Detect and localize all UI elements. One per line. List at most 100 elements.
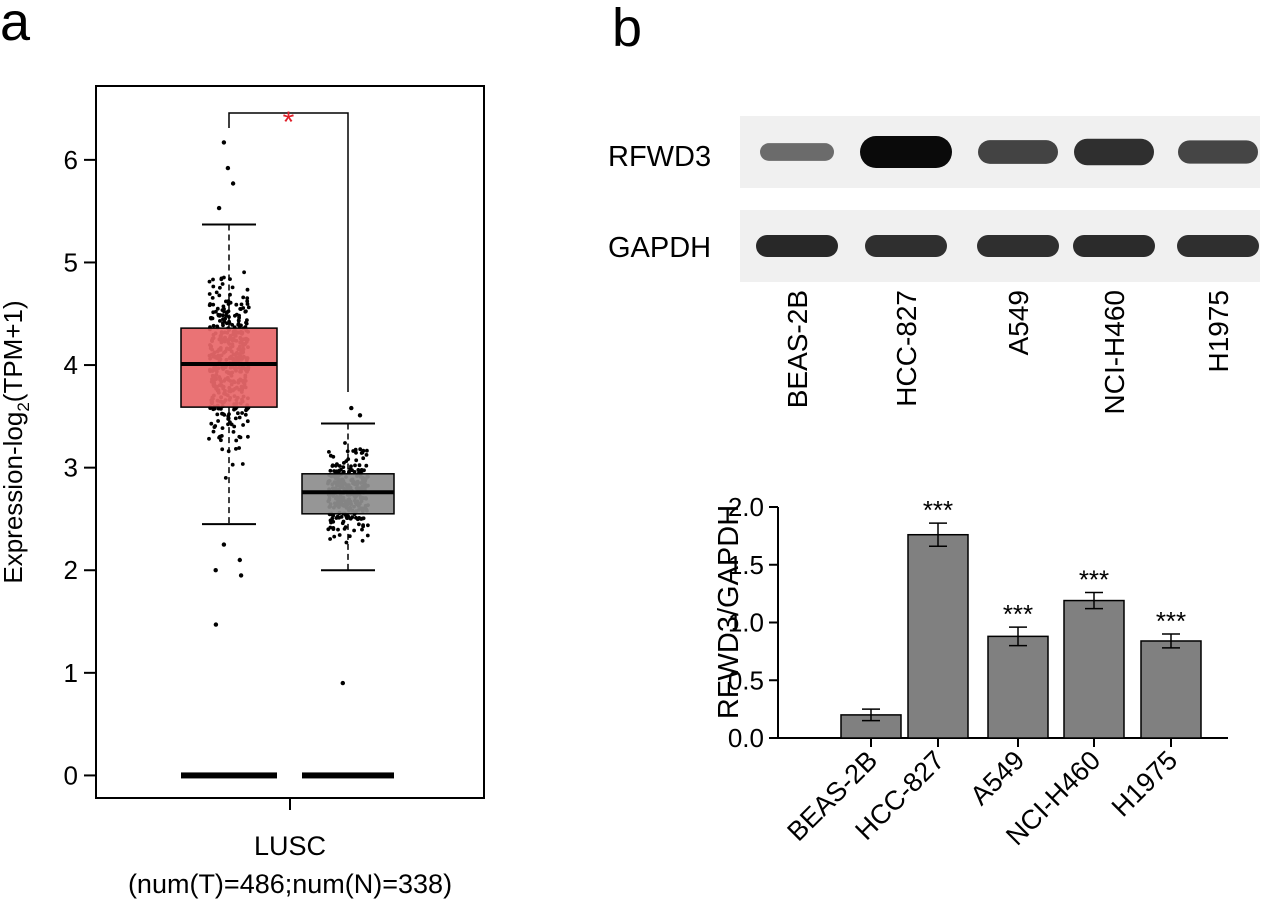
data-point <box>360 516 365 521</box>
significance-bracket-line <box>228 112 349 392</box>
data-point <box>358 447 363 452</box>
data-point <box>231 430 236 434</box>
data-point <box>212 425 217 429</box>
data-point <box>233 313 237 318</box>
bar-x-label: H1975 <box>1106 745 1183 822</box>
bar-group-nci-h460: *** <box>1063 564 1125 747</box>
data-point <box>240 462 245 466</box>
y-axis-label-tail: (TPM+1) <box>0 300 28 402</box>
blot-band-rfwd3-3 <box>978 140 1058 164</box>
bar-y-tick-label: 1.0 <box>728 608 764 638</box>
data-point <box>211 277 215 282</box>
boxes <box>180 223 395 572</box>
y-axis: 0 1 2 3 4 5 6 <box>64 145 96 790</box>
data-point <box>245 296 250 300</box>
blot-row-label-gapdh: GAPDH <box>608 232 711 264</box>
data-point <box>354 458 359 463</box>
data-point <box>207 303 212 308</box>
blot-lane-label: HCC-827 <box>891 290 922 407</box>
data-point <box>329 520 333 525</box>
data-point <box>245 302 250 306</box>
data-point <box>216 312 221 317</box>
y-axis-label-main: Expression-log <box>0 412 28 584</box>
data-point <box>211 310 216 315</box>
panel-b-bar-chart: 0.0 0.5 1.0 1.5 2.0 *** *** *** *** BEAS-2BHCC-… <box>713 492 1228 851</box>
y-tick-label: 3 <box>64 453 78 483</box>
data-point <box>244 321 249 326</box>
blot-band-gapdh-4 <box>1073 235 1155 257</box>
data-point <box>218 319 222 323</box>
panel-letter-a: a <box>0 0 31 52</box>
data-point <box>230 285 235 290</box>
data-point <box>218 434 222 439</box>
outlier-point <box>340 680 345 686</box>
data-point <box>207 279 212 284</box>
data-point <box>357 516 362 520</box>
data-point <box>220 308 225 312</box>
blot-band-gapdh-1 <box>756 235 838 257</box>
data-point <box>365 448 369 453</box>
data-point <box>245 419 250 424</box>
y-tick-label: 5 <box>64 247 78 277</box>
bar <box>1063 599 1125 739</box>
outlier-point <box>221 542 227 547</box>
data-point <box>361 456 366 461</box>
data-point <box>364 463 369 468</box>
data-point <box>246 434 250 439</box>
data-point <box>328 525 333 530</box>
significance-annotation: *** <box>1003 599 1033 629</box>
data-point <box>360 538 365 543</box>
data-point <box>365 533 370 538</box>
outlier-point <box>349 405 354 411</box>
data-point <box>344 540 349 545</box>
data-point <box>224 299 228 304</box>
data-point <box>215 412 220 417</box>
data-point <box>221 317 225 321</box>
data-point <box>330 516 335 521</box>
data-point <box>242 270 247 275</box>
bar <box>1140 640 1202 739</box>
data-point <box>245 299 250 304</box>
data-point <box>229 422 234 427</box>
data-point <box>230 323 235 327</box>
data-point <box>207 292 212 296</box>
data-point <box>331 454 336 459</box>
data-point <box>237 415 242 420</box>
data-point <box>234 438 239 443</box>
blot-row-label-rfwd3: RFWD3 <box>608 141 711 173</box>
data-point <box>234 447 238 451</box>
error-bar <box>1085 591 1103 610</box>
data-point <box>244 309 248 314</box>
y-tick-label: 1 <box>64 658 78 688</box>
error-bar <box>1009 626 1027 647</box>
bar-y-axis-label: RFWD3/GAPDH <box>713 505 745 719</box>
data-point <box>238 435 243 440</box>
data-point <box>336 527 340 532</box>
data-point <box>219 438 223 443</box>
data-point <box>233 416 238 421</box>
blot-lane-label: A549 <box>1003 290 1034 355</box>
blot-lane-label: H1975 <box>1203 290 1234 373</box>
outlier-point <box>238 573 244 578</box>
data-point <box>234 302 239 307</box>
blot-lane-labels: BEAS-2B HCC-827 A549 NCI-H460 H1975 <box>782 290 1234 414</box>
data-point <box>335 462 339 467</box>
data-point <box>236 323 241 327</box>
data-point <box>343 525 348 530</box>
data-point <box>357 522 361 527</box>
data-point <box>230 462 235 467</box>
plot-frame <box>95 85 485 799</box>
data-point <box>245 318 249 322</box>
zero-values-band <box>181 772 277 779</box>
data-point <box>209 421 214 426</box>
blot-band-rfwd3-5 <box>1178 140 1258 164</box>
data-point <box>327 450 331 454</box>
outlier-point <box>216 205 222 211</box>
data-point <box>243 412 248 417</box>
outlier-point <box>213 568 218 573</box>
data-point <box>328 468 333 473</box>
data-point <box>354 515 358 520</box>
data-point <box>239 323 243 328</box>
data-point <box>328 537 332 541</box>
